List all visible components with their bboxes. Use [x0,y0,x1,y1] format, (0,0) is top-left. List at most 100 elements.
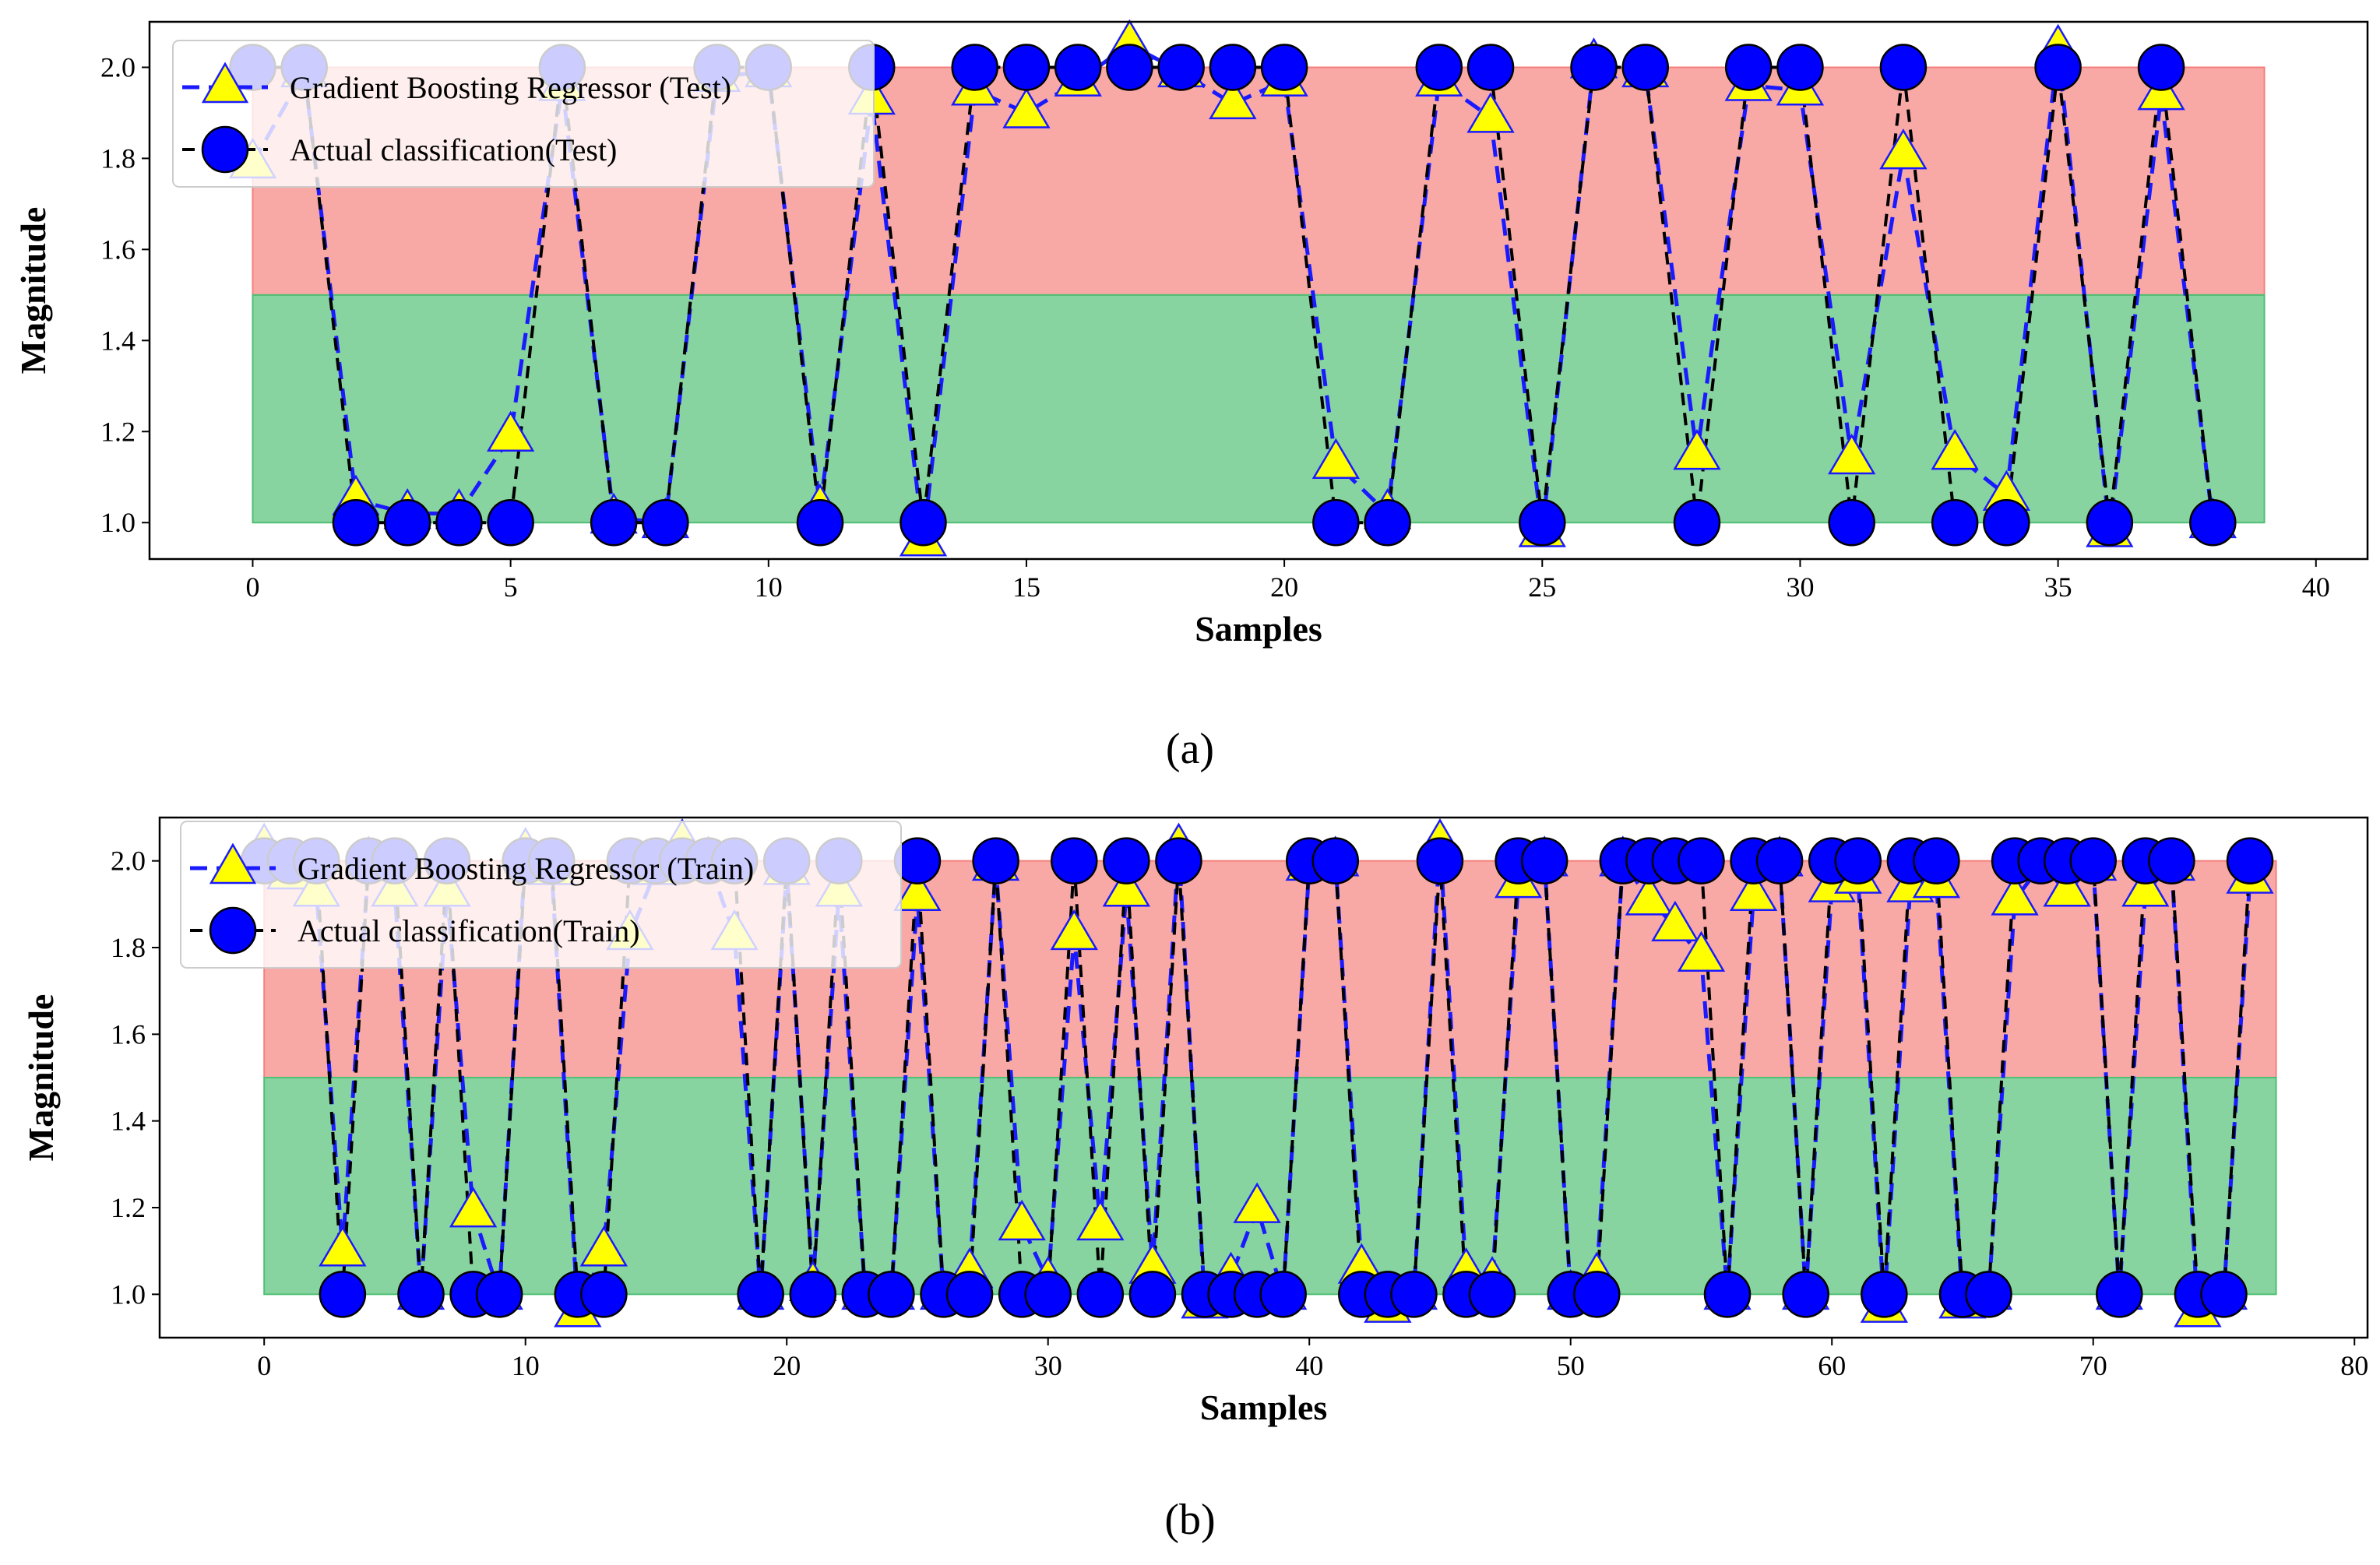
x-tick-label: 50 [1557,1350,1585,1381]
actual-point [737,1271,784,1318]
actual-point [1931,498,1979,547]
y-tick-label: 1.6 [100,234,136,265]
actual-point [1106,44,1153,91]
actual-point [1519,498,1566,547]
legend-label-regressor: Gradient Boosting Regressor (Train) [298,851,754,886]
regressor-point [579,1226,628,1267]
plot-frame [158,816,2369,1339]
actual-point [1002,44,1051,91]
y-tick-label: 2.0 [100,51,136,83]
regressor-point [1050,909,1098,951]
actual-point [1724,44,1773,91]
actual-point [2148,837,2195,884]
legend: Gradient Boosting Regressor (Train) Actua… [180,821,902,969]
actual-point [1703,1271,1752,1318]
regressor-point [486,410,535,452]
legend: Gradient Boosting Regressor (Test) Actual… [172,40,875,188]
panel-label: (b) [1164,1496,1215,1544]
x-tick-label: 40 [1295,1350,1323,1381]
y-tick-label: 2.0 [111,846,146,877]
regressor-point [1729,870,1778,912]
y-tick-label: 1.2 [111,1192,146,1223]
actual-point [1076,1271,1125,1318]
y-tick-label: 1.8 [111,932,146,963]
x-tick-label: 70 [2079,1350,2107,1381]
regressor-point [893,870,942,912]
x-tick-label: 30 [1786,571,1814,603]
actual-point [789,1271,837,1318]
x-tick-label: 30 [1034,1350,1062,1381]
actual-point [1573,1271,1621,1318]
actual-point [1415,44,1463,91]
x-tick-label: 10 [755,571,783,603]
regressor-point [1673,429,1721,470]
green-band [252,294,2266,524]
actual-point [1128,1271,1177,1318]
regressor-point [1827,433,1876,475]
actual-point [1621,44,1669,91]
actual-point [2034,44,2082,91]
actual-point [1054,44,1102,91]
actual-point [642,498,689,547]
y-tick-label: 1.2 [100,416,136,447]
legend-label-regressor: Gradient Boosting Regressor (Test) [290,70,731,105]
actual-point [2096,1271,2143,1318]
y-tick-label: 1.0 [100,507,136,538]
actual-point [1155,837,1202,884]
regressor-point [1002,87,1051,128]
actual-point [1965,1271,2012,1318]
y-tick-label: 1.6 [111,1018,146,1050]
actual-point [1913,837,1960,884]
regressor-point [1209,78,1257,120]
actual-point [2200,1271,2248,1318]
y-tick-label: 1.0 [111,1278,146,1310]
actual-point [1983,498,2030,547]
actual-point [475,1271,523,1318]
regressor-point [1991,874,2039,916]
actual-point [951,44,998,91]
regressor-point [1466,92,1515,133]
actual-point [900,498,947,547]
actual-point [1311,837,1360,884]
actual-point [1024,1271,1072,1318]
actual-point [1312,498,1360,547]
actual-point [319,1271,367,1318]
actual-point [1260,44,1308,91]
actual-point [1157,44,1205,91]
regressor-point [1311,438,1361,480]
regressor-point [319,1226,367,1267]
x-tick-label: 20 [773,1350,801,1381]
x-tick-label: 5 [504,571,518,603]
actual-point [1755,837,1804,884]
regressor-point [2043,866,2091,907]
x-tick-label: 35 [2044,571,2072,603]
legend-marker-actual [201,125,249,174]
actual-point [1051,837,1098,884]
regressor-point [998,1199,1046,1241]
actual-point [1390,1271,1438,1318]
actual-point [1782,1271,1829,1318]
actual-point [383,498,431,547]
actual-point [397,1271,445,1318]
regressor-point [1931,429,1979,470]
y-axis-label: Magnitude [21,994,61,1162]
x-tick-label: 25 [1528,571,1556,603]
actual-point [1468,1271,1516,1318]
legend-marker-actual [209,906,257,955]
actual-point [332,498,380,547]
actual-point [1834,837,1882,884]
regressor-point [1651,900,1699,942]
panel-label: (a) [1166,725,1214,773]
x-tick-label: 40 [2302,571,2330,603]
regressor-point [2121,866,2170,907]
actual-point [2086,498,2134,547]
regressor-point [1677,930,1726,972]
actual-point [945,1271,994,1318]
actual-point [2189,498,2237,547]
chart-panel-b: 0 10 20 30 40 50 60 70 80 1.0 1.2 1.4 1.6 1.8 2.0 Sampl… [21,816,2369,1544]
regressor-point [1879,128,1928,170]
actual-point [1520,837,1568,884]
y-tick-label: 1.4 [100,325,136,356]
x-axis-label: Samples [1200,1387,1328,1427]
